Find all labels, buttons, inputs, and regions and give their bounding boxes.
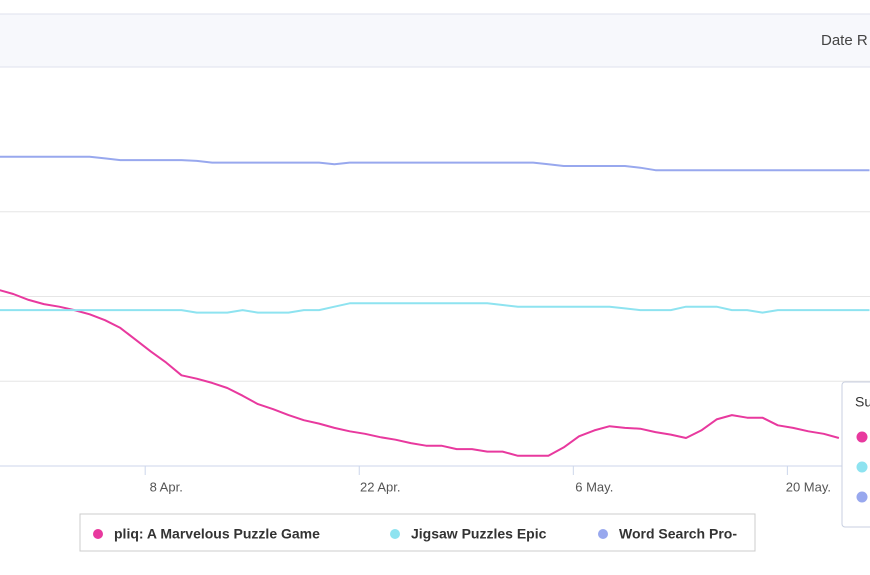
legend-label: Word Search Pro- (619, 526, 737, 542)
tooltip-marker (856, 461, 868, 473)
series-line (0, 289, 840, 457)
x-tick-label: 20 May. (786, 479, 831, 494)
legend (79, 513, 756, 552)
x-tick-label: 22 Apr. (360, 479, 400, 494)
x-tick-label: 6 May. (575, 479, 613, 494)
legend-marker (390, 529, 400, 539)
legend-marker (598, 529, 608, 539)
date-range-label[interactable]: Date R (821, 32, 868, 49)
legend-label: pliq: A Marvelous Puzzle Game (114, 526, 320, 542)
tooltip-marker (856, 431, 868, 443)
series-line (0, 155, 870, 172)
header-bar (0, 13, 870, 68)
tooltip-marker (856, 491, 868, 503)
tooltip (841, 381, 870, 528)
x-tick-label: 8 Apr. (150, 479, 183, 494)
legend-marker (93, 529, 103, 539)
legend-label: Jigsaw Puzzles Epic (411, 526, 547, 542)
series-line (0, 302, 870, 314)
tooltip-title: Su (855, 394, 870, 410)
